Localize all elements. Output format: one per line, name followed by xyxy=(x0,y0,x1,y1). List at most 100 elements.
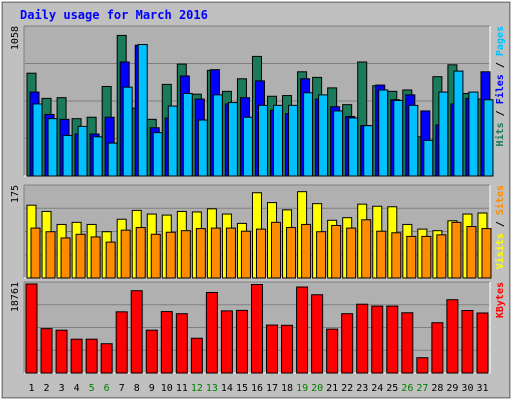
bar-sites-day-19 xyxy=(301,223,312,279)
bar-pages-day-14 xyxy=(227,102,238,177)
day-label: 21 xyxy=(326,383,338,394)
bar-kbytes-day-19 xyxy=(296,286,309,374)
bar-pages-day-20 xyxy=(318,94,329,177)
day-label: 18 xyxy=(281,383,293,394)
bar-kbytes-day-30 xyxy=(461,309,474,374)
bar-pages-day-3 xyxy=(62,134,73,177)
bar-kbytes-day-6 xyxy=(100,343,113,374)
bar-kbytes-day-21 xyxy=(326,328,339,374)
bar-pages-day-15 xyxy=(242,116,253,177)
bar-pages-day-19 xyxy=(303,92,314,177)
bar-sites-day-14 xyxy=(225,227,236,279)
panel-kbytes: 18761 KBytes xyxy=(10,281,506,374)
chart-title: Daily usage for March 2016 xyxy=(20,8,208,22)
day-label: 31 xyxy=(476,383,488,394)
bar-sites-day-16 xyxy=(255,228,266,279)
bar-pages-day-18 xyxy=(288,104,299,177)
bar-sites-day-21 xyxy=(331,224,342,279)
bar-sites-day-15 xyxy=(240,230,251,279)
bar-pages-day-28 xyxy=(438,91,449,177)
bar-pages-day-21 xyxy=(333,110,344,177)
day-label: 15 xyxy=(236,383,248,394)
bar-sites-day-18 xyxy=(286,227,297,279)
bar-sites-day-20 xyxy=(316,231,327,279)
bar-sites-day-4 xyxy=(75,233,86,279)
legend-entry: Files xyxy=(494,74,506,104)
bar-pages-day-23 xyxy=(363,125,374,177)
bar-sites-day-10 xyxy=(165,231,176,279)
bar-pages-day-27 xyxy=(423,139,434,177)
bar-pages-day-13 xyxy=(212,94,223,177)
panel-sites-visits: 175 Visits / Sites xyxy=(10,184,506,279)
bar-sites-day-8 xyxy=(135,227,146,279)
chart-panels: 1058 Hits / Files / Pages 175 Visits / Site… xyxy=(10,25,506,374)
bar-kbytes-day-18 xyxy=(281,324,294,374)
bar-pages-day-5 xyxy=(92,136,103,177)
day-label: 7 xyxy=(119,383,125,394)
bar-kbytes-day-16 xyxy=(250,284,263,374)
bar-kbytes-day-11 xyxy=(175,313,188,374)
day-label: 1 xyxy=(29,383,35,394)
bar-pages-day-9 xyxy=(152,132,163,177)
bar-pages-day-10 xyxy=(167,105,178,177)
y-max-label: 18761 xyxy=(10,282,21,312)
bar-kbytes-day-28 xyxy=(431,322,444,374)
panel-legend: Visits / Sites xyxy=(494,185,506,269)
legend-separator: / xyxy=(495,56,506,74)
bar-kbytes-day-12 xyxy=(190,337,203,374)
bar-sites-day-22 xyxy=(346,227,357,279)
panel-legend: KBytes xyxy=(495,282,506,318)
bar-pages-day-4 xyxy=(77,125,88,177)
day-label: 12 xyxy=(191,383,203,394)
day-label: 19 xyxy=(296,383,308,394)
day-label: 28 xyxy=(431,383,443,394)
bar-pages-day-1 xyxy=(32,103,43,177)
bar-kbytes-day-5 xyxy=(85,338,98,374)
bar-pages-day-30 xyxy=(468,91,479,177)
bar-kbytes-day-15 xyxy=(235,309,248,374)
bar-pages-day-11 xyxy=(182,92,193,177)
day-label: 4 xyxy=(74,383,80,394)
bar-kbytes-day-24 xyxy=(371,305,384,374)
bar-pages-day-25 xyxy=(393,99,404,177)
day-label: 27 xyxy=(416,383,428,394)
bar-sites-day-6 xyxy=(105,241,116,279)
panel-legend: Hits / Files / Pages xyxy=(494,26,506,146)
panel-pages-files-hits: 1058 Hits / Files / Pages xyxy=(10,25,506,177)
day-label: 20 xyxy=(311,383,323,394)
day-label: 14 xyxy=(221,383,233,394)
day-label: 11 xyxy=(176,383,188,394)
day-label: 16 xyxy=(251,383,263,394)
bar-kbytes-day-31 xyxy=(476,312,489,374)
y-max-label: 175 xyxy=(10,185,21,203)
bar-kbytes-day-4 xyxy=(70,338,83,374)
bar-sites-day-31 xyxy=(481,228,492,279)
bar-kbytes-day-9 xyxy=(145,329,158,374)
bar-sites-day-25 xyxy=(391,232,402,279)
day-label: 22 xyxy=(341,383,353,394)
bar-kbytes-day-23 xyxy=(356,303,369,374)
bar-sites-day-28 xyxy=(436,234,447,279)
bar-sites-day-12 xyxy=(195,228,206,279)
day-label: 29 xyxy=(446,383,458,394)
bar-kbytes-day-27 xyxy=(416,357,429,374)
bar-pages-day-12 xyxy=(197,119,208,177)
day-label: 2 xyxy=(44,383,50,394)
bar-sites-day-5 xyxy=(90,236,101,279)
bar-pages-day-22 xyxy=(348,117,359,177)
bar-sites-day-27 xyxy=(421,235,432,279)
day-label: 10 xyxy=(161,383,173,394)
bar-pages-day-26 xyxy=(408,104,419,177)
bar-sites-day-23 xyxy=(361,219,372,279)
legend-entry: KBytes xyxy=(495,282,506,318)
day-axis: 1 2 3 4 5 6 7 8 9 10 11 12 13 14 15 16 17 18 19 20 21 22 23 24 2… xyxy=(29,383,489,394)
bar-kbytes-day-17 xyxy=(266,324,279,374)
day-label: 24 xyxy=(371,383,383,394)
bar-sites-day-13 xyxy=(210,227,221,279)
day-label: 26 xyxy=(401,383,413,394)
bar-kbytes-day-29 xyxy=(446,299,459,374)
bar-pages-day-16 xyxy=(257,104,268,177)
legend-entry: Visits xyxy=(494,233,506,269)
